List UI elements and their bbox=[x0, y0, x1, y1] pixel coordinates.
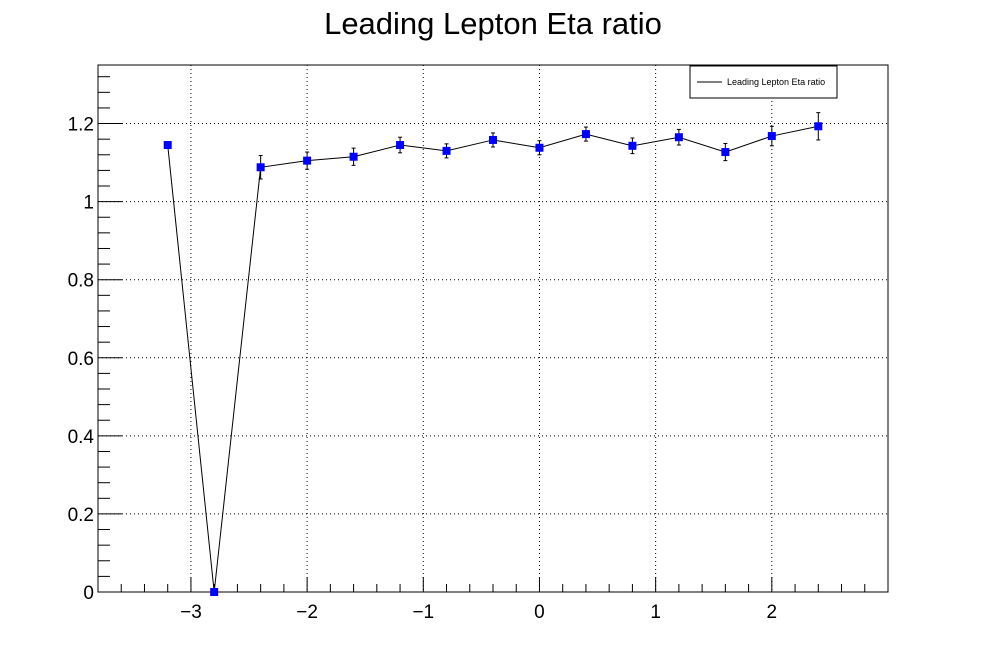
data-point bbox=[210, 588, 219, 596]
tick-labels: −3 −2 −1 0 1 2 0 0.2 0.4 0.6 0.8 1 1.2 bbox=[68, 115, 778, 623]
series-line bbox=[167, 125, 819, 593]
y-tick-label: 0.4 bbox=[68, 427, 95, 448]
data-point bbox=[581, 130, 590, 139]
data-point bbox=[814, 122, 823, 131]
data-point bbox=[163, 141, 172, 150]
x-tick-label: −1 bbox=[412, 602, 434, 623]
x-tick-label: 1 bbox=[650, 602, 661, 623]
y-tick-label: 0.6 bbox=[68, 349, 94, 370]
legend: Leading Lepton Eta ratio bbox=[689, 65, 838, 99]
data-series bbox=[163, 112, 823, 596]
x-tick-label: 0 bbox=[534, 602, 545, 623]
data-point bbox=[442, 146, 451, 155]
data-point bbox=[721, 148, 730, 157]
data-point bbox=[674, 133, 683, 142]
data-point bbox=[349, 152, 358, 161]
y-tick-label: 0 bbox=[83, 583, 94, 604]
chart-title: Leading Lepton Eta ratio bbox=[324, 6, 662, 41]
y-tick-label: 1.2 bbox=[68, 115, 94, 136]
data-point bbox=[489, 135, 497, 144]
y-tick-label: 0.2 bbox=[68, 505, 94, 526]
y-tick-label: 1 bbox=[83, 193, 94, 214]
data-point bbox=[256, 163, 265, 172]
x-tick-label: −3 bbox=[180, 602, 202, 623]
data-point bbox=[396, 141, 405, 150]
data-point bbox=[767, 132, 776, 141]
x-tick-label: −2 bbox=[296, 602, 318, 623]
axis-ticks bbox=[97, 76, 866, 593]
data-point bbox=[628, 141, 637, 150]
y-tick-label: 0.8 bbox=[68, 271, 94, 292]
legend-entry-label: Leading Lepton Eta ratio bbox=[727, 77, 825, 87]
data-point bbox=[303, 156, 312, 165]
data-point bbox=[535, 143, 544, 152]
x-tick-label: 2 bbox=[767, 602, 778, 623]
